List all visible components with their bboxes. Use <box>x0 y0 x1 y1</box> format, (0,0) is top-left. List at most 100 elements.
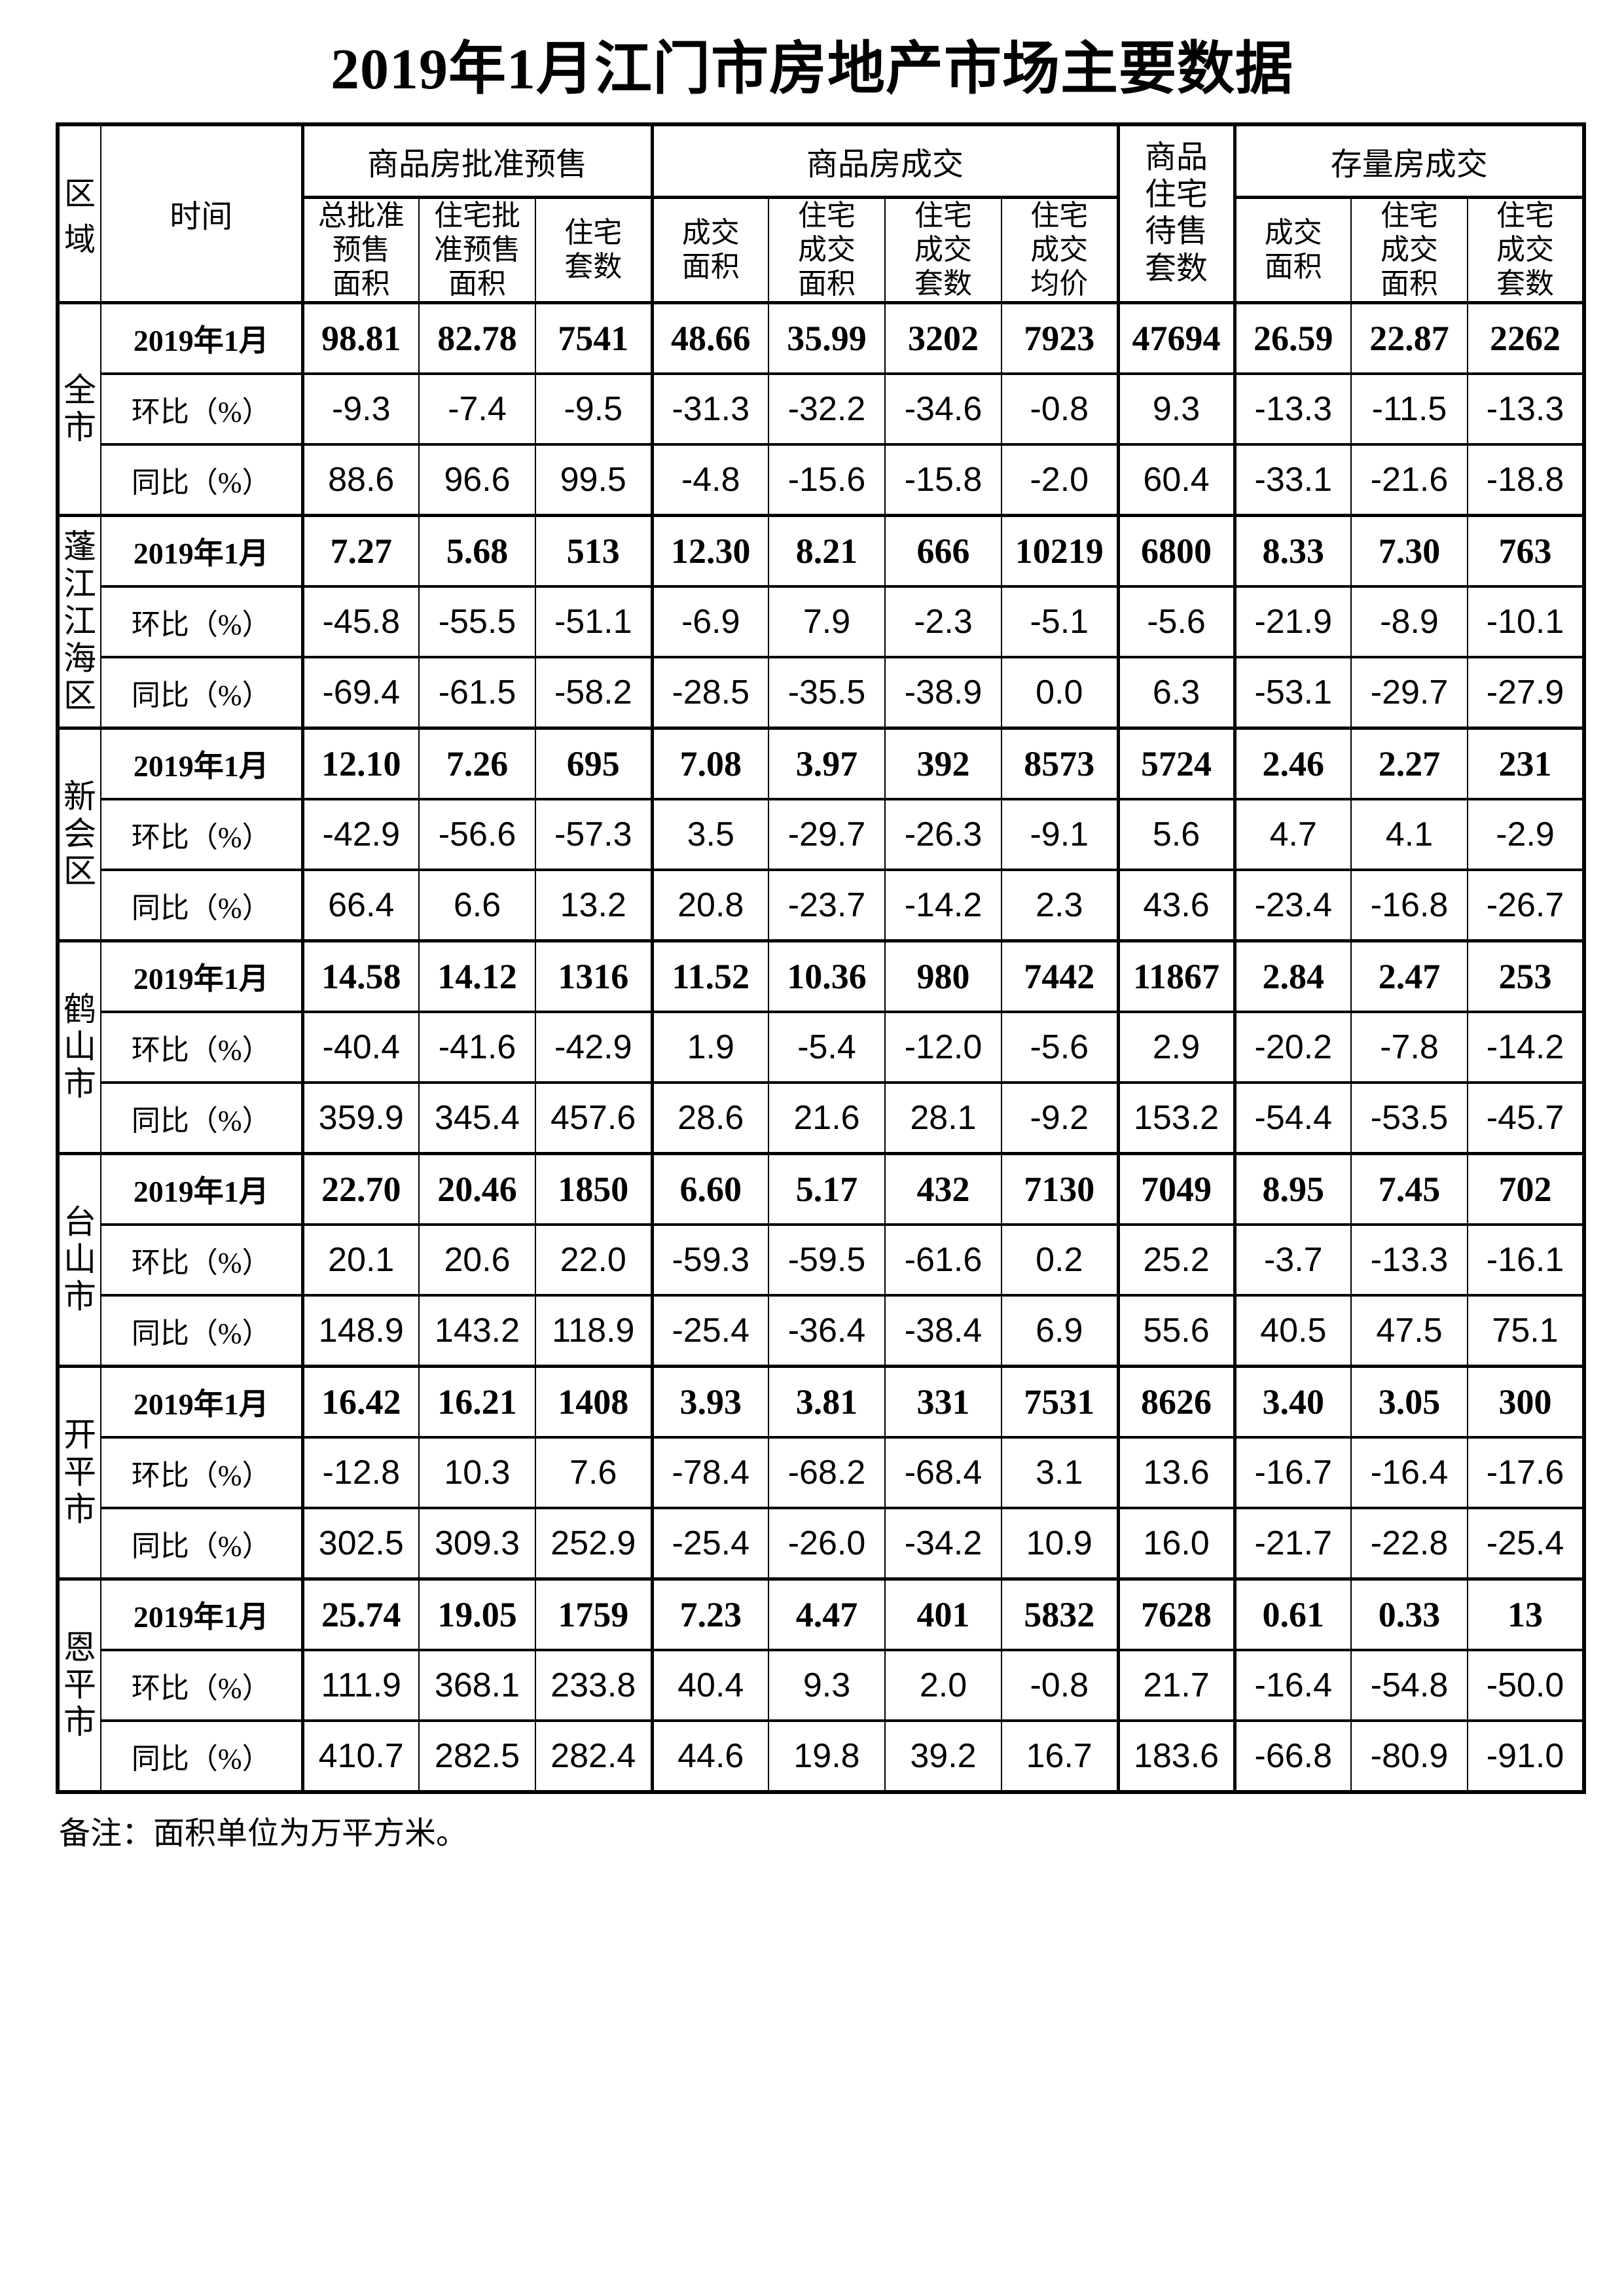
value-cell: -38.9 <box>884 655 1002 730</box>
subheader-residential-units: 住宅 套数 <box>535 196 653 304</box>
value-cell: 20.46 <box>418 1151 536 1226</box>
value-cell: 143.2 <box>418 1293 536 1368</box>
value-cell: -2.9 <box>1467 797 1585 871</box>
value-cell: 8.33 <box>1233 513 1352 588</box>
value-cell: 22.70 <box>300 1151 420 1226</box>
value-cell: -9.3 <box>300 372 420 446</box>
value-cell: -61.6 <box>884 1223 1002 1297</box>
value-cell: 75.1 <box>1467 1293 1585 1368</box>
value-cell: 695 <box>535 726 653 800</box>
value-cell: -91.0 <box>1467 1719 1585 1793</box>
value-cell: 10.9 <box>1000 1506 1119 1581</box>
value-cell: 231 <box>1467 726 1585 800</box>
value-cell: 7.45 <box>1350 1151 1469 1226</box>
row-label: 同比（%） <box>100 1719 303 1793</box>
value-cell: 13.6 <box>1116 1435 1236 1509</box>
value-cell: 12.30 <box>650 513 769 588</box>
value-cell: 0.0 <box>1000 655 1119 730</box>
value-cell: 4.1 <box>1350 797 1469 871</box>
value-cell: -58.2 <box>535 655 653 730</box>
row-label: 同比（%） <box>100 655 303 730</box>
table-row: 同比（%） 359.9 345.4 457.6 28.6 21.6 28.1 -9.2 153.… <box>58 1081 1585 1155</box>
value-cell: 2.84 <box>1233 939 1352 1013</box>
header-group-deal: 商品房成交 <box>650 123 1119 199</box>
value-cell: 66.4 <box>300 868 420 942</box>
value-cell: -9.2 <box>1000 1081 1119 1155</box>
value-cell: 666 <box>884 513 1002 588</box>
region-label: 鹤 山 市 <box>57 939 101 1155</box>
value-cell: 19.8 <box>768 1719 886 1793</box>
value-cell: 6.60 <box>650 1151 769 1226</box>
value-cell: -2.0 <box>1000 442 1119 517</box>
value-cell: 3.97 <box>768 726 886 800</box>
value-cell: 11867 <box>1116 939 1236 1013</box>
value-cell: -14.2 <box>1467 1010 1585 1084</box>
value-cell: 19.05 <box>418 1577 536 1651</box>
value-cell: -20.2 <box>1233 1010 1352 1084</box>
value-cell: 2.27 <box>1350 726 1469 800</box>
value-cell: -9.1 <box>1000 797 1119 871</box>
row-label: 环比（%） <box>100 1435 303 1509</box>
value-cell: 359.9 <box>300 1081 420 1155</box>
row-label: 同比（%） <box>100 1081 303 1155</box>
header-region: 区 域 <box>57 122 101 304</box>
value-cell: 13 <box>1467 1577 1585 1651</box>
table-row: 同比（%） 88.6 96.6 99.5 -4.8 -15.6 -15.8 -2.0 60.4-… <box>58 442 1585 517</box>
value-cell: 7.26 <box>418 726 536 800</box>
value-cell: 392 <box>884 726 1002 800</box>
value-cell: 763 <box>1467 513 1585 588</box>
row-label: 2019年1月 <box>100 939 303 1013</box>
row-label: 环比（%） <box>100 372 303 446</box>
header-pending-units: 商品 住宅 待售 套数 <box>1116 122 1236 304</box>
table-row: 环比（%） -12.8 10.3 7.6 -78.4 -68.2 -68.4 3.1 13.6-… <box>58 1435 1585 1509</box>
row-label: 同比（%） <box>100 868 303 942</box>
value-cell: 1316 <box>535 939 653 1013</box>
value-cell: 40.5 <box>1233 1293 1352 1368</box>
value-cell: 16.7 <box>1000 1719 1119 1793</box>
value-cell: -33.1 <box>1233 442 1352 517</box>
subheader-total-approved-area: 总批准 预售 面积 <box>300 196 420 304</box>
footnote: 备注：面积单位为万平方米。 <box>59 1816 468 1851</box>
table-row: 环比（%） 20.1 20.6 22.0 -59.3 -59.5 -61.6 0.2 25.2-… <box>58 1223 1585 1297</box>
table-row: 环比（%） 111.9 368.1 233.8 40.4 9.3 2.0 -0.8 21.7 -1… <box>58 1648 1585 1722</box>
header-sub-row: 总批准 预售 面积 住宅批 准预售 面积 住宅 套数 成交 面积 住宅 成交 面… <box>58 196 1585 304</box>
value-cell: -45.8 <box>300 584 420 658</box>
value-cell: 47.5 <box>1350 1293 1469 1368</box>
value-cell: 252.9 <box>535 1506 653 1581</box>
value-cell: 3.1 <box>1000 1435 1119 1509</box>
table-row: 同比（%） 302.5 309.3 252.9 -25.4 -26.0 -34.2 10.9 1… <box>58 1506 1585 1581</box>
value-cell: -7.4 <box>418 372 536 446</box>
value-cell: 331 <box>884 1364 1002 1439</box>
value-cell: -13.3 <box>1233 372 1352 446</box>
value-cell: -42.9 <box>300 797 420 871</box>
value-cell: -15.6 <box>768 442 886 517</box>
value-cell: 4.47 <box>768 1577 886 1651</box>
value-cell: -23.4 <box>1233 868 1352 942</box>
header-group-row: 区 域 时间 商品房批准预售 商品房成交 商品 住宅 待售 套数 存量房成交 <box>57 122 1585 304</box>
value-cell: 14.12 <box>418 939 536 1013</box>
value-cell: -25.4 <box>650 1506 769 1581</box>
value-cell: 0.61 <box>1233 1577 1352 1651</box>
row-label: 2019年1月 <box>100 726 303 800</box>
value-cell: -13.3 <box>1350 1223 1469 1297</box>
value-cell: -25.4 <box>1467 1506 1585 1581</box>
value-cell: 282.4 <box>535 1719 653 1793</box>
value-cell: -17.6 <box>1467 1435 1585 1509</box>
subheader-deal-area: 成交 面积 <box>650 196 769 304</box>
value-cell: 6.6 <box>418 868 536 942</box>
value-cell: 26.59 <box>1233 300 1352 375</box>
value-cell: 35.99 <box>768 300 886 375</box>
value-cell: 3.40 <box>1233 1364 1352 1439</box>
row-label: 2019年1月 <box>100 300 303 375</box>
value-cell: 3.93 <box>650 1364 769 1439</box>
region-label: 开 平 市 <box>57 1364 101 1581</box>
value-cell: -42.9 <box>535 1010 653 1084</box>
value-cell: -29.7 <box>768 797 886 871</box>
value-cell: -5.6 <box>1116 584 1236 658</box>
value-cell: 5.17 <box>768 1151 886 1226</box>
value-cell: 21.7 <box>1116 1648 1236 1722</box>
value-cell: -4.8 <box>650 442 769 517</box>
value-cell: -26.0 <box>768 1506 886 1581</box>
value-cell: 5.6 <box>1116 797 1236 871</box>
value-cell: -6.9 <box>650 584 769 658</box>
